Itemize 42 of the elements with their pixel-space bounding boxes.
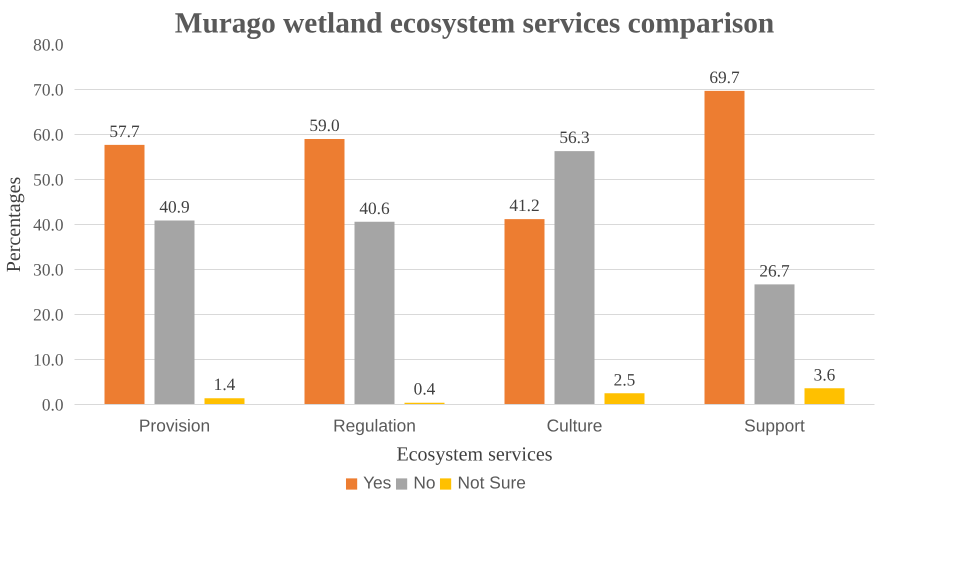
legend-label: No [413, 472, 436, 494]
data-label: 3.6 [814, 365, 836, 384]
bar [804, 388, 844, 404]
y-tick-label: 80.0 [33, 36, 64, 54]
bar [704, 90, 744, 404]
bar [504, 219, 544, 404]
legend-label: Yes [363, 472, 392, 494]
data-label: 40.9 [159, 197, 190, 216]
y-tick-label: 20.0 [33, 306, 64, 324]
x-tick-label: Provision [138, 416, 210, 436]
chart-title: Murago wetland ecosystem services comparison [174, 8, 774, 40]
data-label: 59.0 [309, 116, 340, 135]
bar [604, 393, 644, 404]
legend-label: Not Sure [458, 472, 526, 494]
y-tick-label: 10.0 [33, 350, 64, 370]
data-label: 57.7 [109, 122, 140, 141]
x-axis-title: Ecosystem services [396, 444, 553, 466]
data-label: 1.4 [214, 375, 236, 394]
bar [754, 284, 794, 404]
bar [104, 144, 144, 404]
data-label: 69.7 [709, 68, 740, 87]
y-axis-title: Percentages [3, 176, 26, 272]
data-label: 2.5 [614, 370, 636, 390]
bar [354, 222, 394, 404]
bar [154, 220, 194, 404]
x-tick-label: Support [744, 416, 806, 436]
x-tick-label: Regulation [333, 416, 416, 436]
y-tick-label: 70.0 [33, 80, 64, 100]
data-label: 40.6 [359, 198, 390, 218]
data-label: 41.2 [509, 196, 540, 216]
y-tick-label: 0.0 [42, 396, 64, 414]
data-label: 56.3 [559, 128, 590, 148]
y-tick-label: 40.0 [33, 216, 64, 234]
bar [304, 139, 344, 404]
data-label: 0.4 [414, 380, 436, 399]
bar [554, 151, 594, 404]
y-tick-label: 60.0 [33, 126, 64, 144]
x-tick-label: Culture [546, 416, 602, 436]
y-tick-label: 30.0 [33, 260, 64, 280]
y-tick-label: 50.0 [33, 170, 64, 190]
bar [204, 398, 244, 404]
data-label: 26.7 [759, 261, 790, 280]
